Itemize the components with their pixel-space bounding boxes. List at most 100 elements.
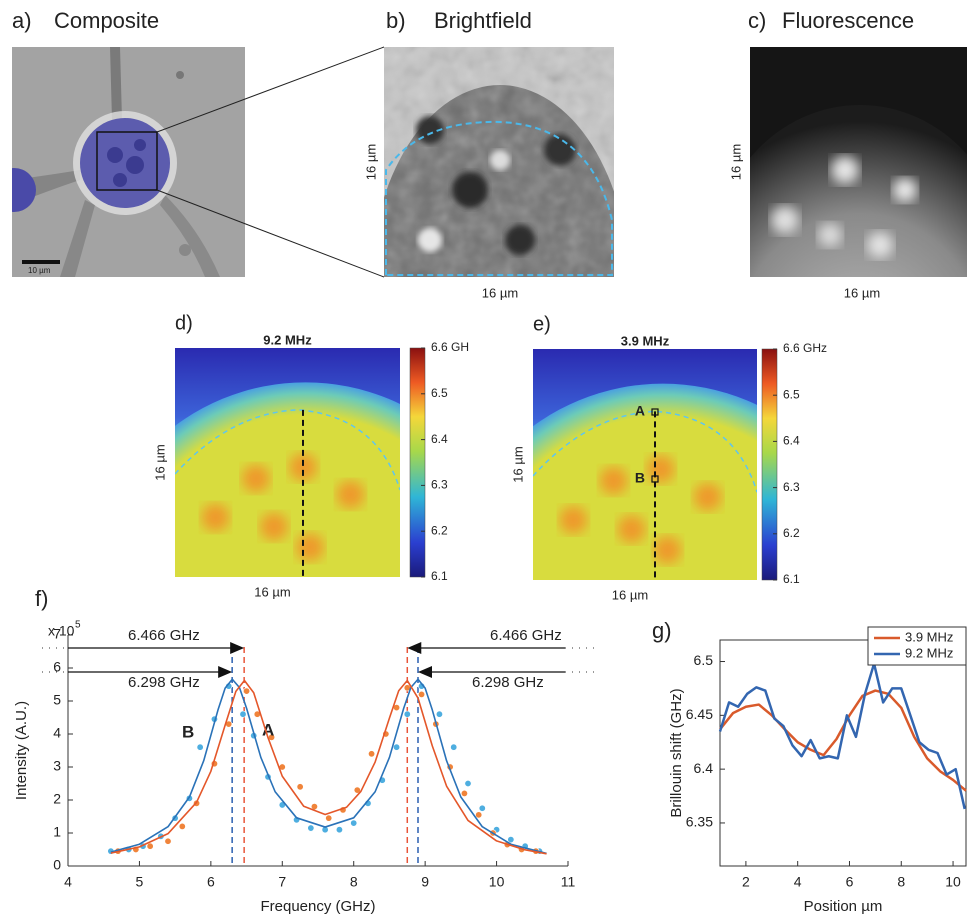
y-tick-label: 6.45 <box>686 706 713 722</box>
hotspot <box>336 480 365 509</box>
panel-b: b) Brightfield 16 µm 16 µm <box>363 8 748 300</box>
x-tick-label: 8 <box>897 874 905 890</box>
point-label: B <box>635 470 645 486</box>
colorbar-tick-label: 6.1 <box>783 572 800 586</box>
x-axis-label: Frequency (GHz) <box>260 898 375 915</box>
annotation: 6.298 GHz <box>472 674 544 691</box>
data-point <box>164 837 172 845</box>
x-axis-label: 16 µm <box>844 285 880 300</box>
data-line <box>719 689 967 792</box>
plot-frame <box>719 639 967 867</box>
hotspot <box>242 464 270 493</box>
hotspot <box>201 503 230 532</box>
data-point <box>353 786 361 794</box>
data-line <box>718 662 966 810</box>
data-line <box>110 678 547 855</box>
data-point <box>350 819 358 827</box>
y-tick-label: 1 <box>53 824 61 840</box>
x-tick-label: 9 <box>421 874 429 890</box>
annotation: 6.466 GHz <box>490 627 562 644</box>
point-marker <box>651 475 659 483</box>
series-label: A <box>262 720 274 739</box>
arrow-head <box>218 666 233 678</box>
panel-label: c) <box>748 8 766 33</box>
data-point <box>335 826 343 834</box>
data-point <box>393 743 401 751</box>
y-axis-label: 16 µm <box>728 144 743 180</box>
y-axis-label: Intensity (A.U.) <box>13 701 30 800</box>
heatmap-panel: e) 3.9 MHz 6.6 GHz 6.5 6.4 6.3 6.2 6.1 16 µm 16 µ… <box>510 313 827 602</box>
panel-label: a) <box>12 8 32 33</box>
colorbar-tick-label: 6.3 <box>783 480 800 494</box>
y-tick-label: 3 <box>53 758 61 774</box>
colorbar-tick-label: 6.5 <box>431 386 448 400</box>
data-point <box>418 690 426 698</box>
cell-outline <box>175 409 400 491</box>
y-axis-label: 16 µm <box>152 444 167 480</box>
y-multiplier: x 10 <box>48 623 75 639</box>
point-label: A <box>635 403 645 419</box>
data-point <box>325 814 333 822</box>
scale-bar-label: 10 µm <box>28 266 51 275</box>
panel-label: g) <box>652 618 672 643</box>
data-point <box>450 743 458 751</box>
cell-region <box>175 382 400 577</box>
x-axis-label: 16 µm <box>612 587 648 602</box>
panel-label: e) <box>533 313 551 335</box>
hotspot <box>617 515 646 544</box>
panel-a: a) Composite 10 µm <box>12 8 385 278</box>
x-tick-label: 11 <box>561 874 576 890</box>
x-axis-label: 16 µm <box>254 584 290 599</box>
x-tick-label: 10 <box>945 874 961 890</box>
data-point <box>464 779 472 787</box>
y-tick-label: 6.4 <box>694 760 714 776</box>
colorbar-tick-label: 6.3 <box>431 478 448 492</box>
cell-region <box>533 383 757 580</box>
data-point <box>239 710 247 718</box>
legend-label: 9.2 MHz <box>905 645 953 660</box>
chart: f) 4 5 6 7 8 9 10 11 0 1 2 3 4 5 6 7 Frequency (GHz) Inten… <box>13 586 600 915</box>
x-tick-label: 2 <box>742 874 750 890</box>
y-tick-label: 5 <box>53 692 61 708</box>
data-point <box>178 822 186 830</box>
colorbar-tick-label: 6.2 <box>431 523 448 537</box>
panel-label: b) <box>386 8 406 33</box>
hotspot <box>599 466 628 495</box>
x-tick-label: 6 <box>207 874 215 890</box>
legend-label: 3.9 MHz <box>905 629 953 644</box>
x-tick-label: 4 <box>794 874 802 890</box>
x-tick-label: 5 <box>136 874 144 890</box>
fluorescence-image <box>750 47 967 277</box>
y-axis-label: Brillouin shift (GHz) <box>668 688 685 817</box>
heatmap-image <box>533 349 757 580</box>
arrow-head <box>230 642 245 654</box>
panel-title: Fluorescence <box>782 8 914 33</box>
y-multiplier-exponent: 5 <box>75 620 81 631</box>
data-point <box>460 789 468 797</box>
colorbar-tick-label: 6.4 <box>431 432 448 446</box>
colorbar-tick-label: 6.2 <box>783 526 800 540</box>
hotspot <box>296 533 324 562</box>
hotspot <box>646 455 675 484</box>
heatmap-image <box>175 348 400 577</box>
x-axis-label: Position µm <box>804 898 883 915</box>
colorbar-tick-label: 6.4 <box>783 434 800 448</box>
y-axis-label: 16 µm <box>363 144 378 180</box>
brightfield-image <box>384 47 614 277</box>
legend-box <box>867 626 967 666</box>
data-point <box>296 783 304 791</box>
x-tick-label: 8 <box>350 874 358 890</box>
annotation: 6.298 GHz <box>128 674 200 691</box>
hotspot <box>559 505 588 534</box>
hotspot <box>693 482 722 511</box>
colorbar <box>409 347 426 578</box>
data-point <box>403 710 411 718</box>
y-tick-label: 4 <box>53 725 61 741</box>
y-tick-label: 7 <box>53 626 61 642</box>
y-tick-label: 0 <box>53 857 61 873</box>
x-tick-label: 10 <box>489 874 505 890</box>
x-tick-label: 4 <box>64 874 72 890</box>
y-tick-label: 6.35 <box>686 814 713 830</box>
panel-label: d) <box>175 312 193 334</box>
